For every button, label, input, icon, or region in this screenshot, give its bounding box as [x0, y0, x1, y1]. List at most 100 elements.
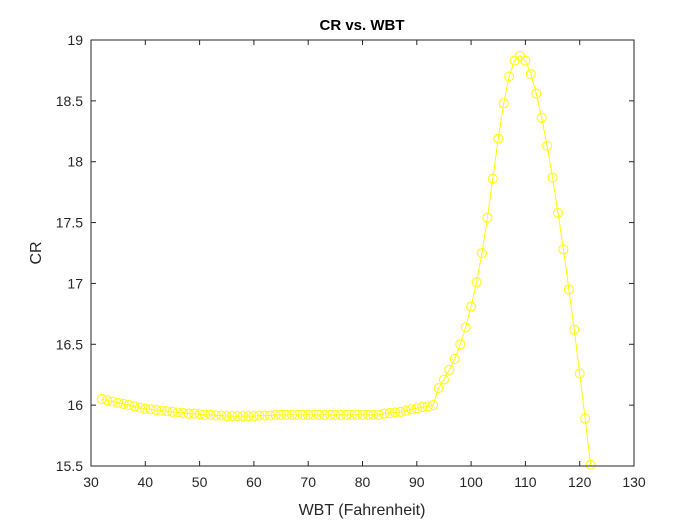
data-point — [428, 400, 439, 411]
data-point — [384, 408, 395, 419]
y-axis-label: CR — [28, 241, 45, 264]
data-point — [395, 406, 406, 417]
data-point — [542, 140, 553, 151]
data-point — [373, 409, 384, 420]
data-point — [303, 409, 314, 420]
data-point — [178, 408, 189, 419]
y-tick-label: 17.5 — [56, 215, 83, 231]
data-point — [558, 244, 569, 255]
x-tick-label: 120 — [568, 474, 592, 490]
y-tick-label: 15.5 — [56, 458, 83, 474]
data-point — [563, 284, 574, 295]
data-point — [238, 411, 249, 422]
x-tick-label: 70 — [300, 474, 316, 490]
data-point — [390, 407, 401, 418]
data-point — [297, 409, 308, 420]
y-tick-label: 16 — [67, 397, 83, 413]
data-point — [194, 409, 205, 420]
data-point — [172, 407, 183, 418]
plot-area — [91, 40, 634, 466]
data-point — [140, 403, 151, 414]
data-point — [292, 409, 303, 420]
data-point — [308, 409, 319, 420]
data-point — [205, 409, 216, 420]
y-tick-label: 18.5 — [56, 93, 83, 109]
data-point — [438, 374, 449, 385]
data-point — [536, 112, 547, 123]
data-point — [449, 353, 460, 364]
data-point — [270, 409, 281, 420]
data-point — [183, 408, 194, 419]
data-point — [379, 408, 390, 419]
data-point — [482, 212, 493, 223]
data-point — [417, 401, 428, 412]
data-point — [460, 322, 471, 333]
data-point — [400, 405, 411, 416]
data-point — [493, 133, 504, 144]
data-point — [455, 339, 466, 350]
data-point — [162, 406, 173, 417]
data-point — [362, 409, 373, 420]
x-tick-label: 50 — [192, 474, 208, 490]
data-point — [276, 409, 287, 420]
data-point — [498, 98, 509, 109]
data-point — [422, 401, 433, 412]
data-point — [569, 324, 580, 335]
data-point — [466, 301, 477, 312]
y-tick-label: 18 — [67, 154, 83, 170]
data-point — [129, 401, 140, 412]
data-point — [281, 409, 292, 420]
data-point — [357, 409, 368, 420]
series-markers — [96, 50, 596, 470]
data-point — [324, 409, 335, 420]
data-point — [352, 409, 363, 420]
data-point — [487, 173, 498, 184]
y-tick-label: 19 — [67, 32, 83, 48]
x-tick-label: 80 — [355, 474, 371, 490]
x-tick-label: 60 — [246, 474, 262, 490]
x-tick-label: 40 — [138, 474, 154, 490]
data-point — [368, 409, 379, 420]
data-point — [210, 410, 221, 421]
chart-title: CR vs. WBT — [319, 17, 404, 34]
data-point — [151, 405, 162, 416]
data-point — [314, 409, 325, 420]
x-tick-label: 130 — [622, 474, 646, 490]
data-point — [406, 404, 417, 415]
data-point — [580, 413, 591, 424]
x-tick-label: 30 — [83, 474, 99, 490]
data-point — [107, 396, 118, 407]
x-tick-label: 110 — [514, 474, 537, 490]
data-point — [504, 71, 515, 82]
data-point — [585, 459, 596, 470]
data-point — [134, 402, 145, 413]
series-line — [101, 55, 592, 465]
data-point — [118, 398, 129, 409]
data-point — [200, 409, 211, 420]
data-point — [96, 394, 107, 405]
data-point — [341, 409, 352, 420]
x-tick-label: 100 — [459, 474, 483, 490]
data-point — [216, 410, 227, 421]
data-point — [259, 410, 270, 421]
data-point — [254, 410, 265, 421]
plot-frame — [90, 39, 635, 467]
data-point — [286, 409, 297, 420]
data-point — [574, 368, 585, 379]
data-point — [113, 397, 124, 408]
data-point — [444, 364, 455, 375]
data-point — [102, 395, 113, 406]
data-point — [232, 411, 243, 422]
data-point — [552, 207, 563, 218]
data-point — [433, 383, 444, 394]
data-point — [547, 172, 558, 183]
data-point — [124, 400, 135, 411]
data-point — [476, 248, 487, 258]
x-axis-label: WBT (Fahrenheit) — [299, 502, 426, 519]
data-point — [156, 405, 167, 416]
y-axis-ticks: 15.5 16 16.5 17 17.5 18 18.5 19 — [56, 32, 634, 474]
data-point — [265, 410, 276, 421]
data-point — [319, 409, 330, 420]
data-point — [346, 409, 357, 420]
